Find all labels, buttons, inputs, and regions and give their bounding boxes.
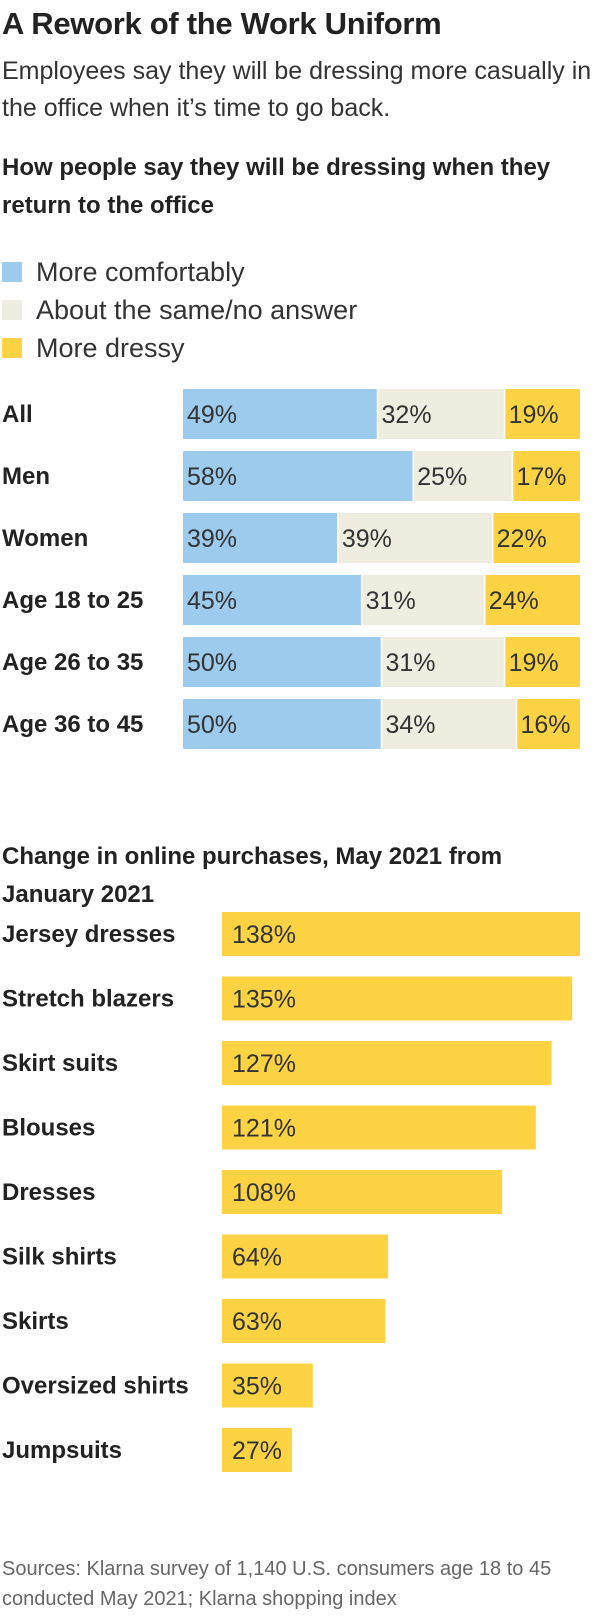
purchase-bar-silk-shirts (222, 1234, 389, 1279)
survey-data-label: 50% (187, 711, 237, 739)
survey-bar-men-dressy (512, 451, 580, 501)
legend-label-same: About the same/no answer (36, 294, 358, 325)
survey-data-label: 25% (417, 463, 467, 491)
headline: A Rework of the Work Uniform (2, 6, 442, 41)
purchase-bar-jumpsuits (222, 1428, 293, 1472)
survey-bar-age-18-to-25-comfortable (183, 575, 362, 625)
purchase-data-label: 135% (232, 986, 296, 1014)
survey-data-label: 45% (187, 587, 237, 615)
purchase-data-label: 63% (232, 1308, 282, 1336)
purchase-category-label: Jersey dresses (2, 921, 175, 948)
purchase-category-label: Oversized shirts (2, 1373, 189, 1400)
survey-data-label: 16% (520, 711, 570, 739)
survey-data-label: 39% (342, 525, 392, 553)
survey-category-label: All (2, 401, 33, 428)
legend-item-same: About the same/no answer (2, 291, 357, 329)
survey-bar-age-26-to-35-dressy (504, 637, 580, 687)
purchase-bar-skirt-suits (222, 1041, 552, 1085)
survey-category-label: Age 18 to 25 (2, 587, 143, 614)
survey-data-label: 50% (187, 649, 237, 677)
survey-data-label: 58% (187, 463, 237, 491)
survey-data-label: 34% (386, 711, 436, 739)
survey-data-label: 22% (497, 525, 547, 553)
purchase-data-label: 108% (232, 1179, 296, 1207)
survey-chart-title: How people say they will be dressing whe… (2, 154, 551, 219)
survey-data-label: 17% (517, 463, 567, 491)
subhead: Employees say they will be dressing more… (2, 57, 592, 122)
survey-data-label: 19% (509, 649, 559, 677)
survey-bar-all-dressy (504, 389, 580, 439)
survey-category-label: Men (2, 463, 50, 490)
survey-bar-men-same (413, 451, 513, 501)
survey-bar-age-36-to-45-same (381, 699, 517, 749)
survey-data-label: 32% (382, 401, 432, 429)
survey-data-label: 24% (489, 587, 539, 615)
purchase-bar-skirts (222, 1299, 386, 1343)
survey-category-label: Women (2, 525, 88, 552)
survey-bar-age-26-to-35-same (381, 637, 505, 687)
purchase-data-label: 27% (232, 1437, 282, 1465)
purchase-data-label: 121% (232, 1115, 296, 1143)
legend-label-dressy: More dressy (36, 332, 185, 363)
survey-bar-age-36-to-45-comfortable (183, 699, 382, 749)
survey-bar-all-comfortable (183, 389, 378, 439)
survey-bar-age-26-to-35-comfortable (183, 637, 382, 687)
purchase-category-label: Jumpsuits (2, 1437, 122, 1464)
survey-data-label: 31% (386, 649, 436, 677)
legend-swatch-dressy (2, 338, 22, 358)
survey-stacked-bar-chart: All 49% 32% 19% Men 58% 25% 17% Women 39% 39% 22% Ag… (2, 389, 580, 749)
purchase-data-label: 35% (232, 1373, 282, 1401)
purchase-data-label: 64% (232, 1244, 282, 1272)
survey-category-label: Age 36 to 45 (2, 711, 143, 738)
source-note: Sources: Klarna survey of 1,140 U.S. con… (2, 1558, 552, 1610)
survey-legend: More comfortably About the same/no answe… (2, 253, 357, 367)
survey-data-label: 19% (509, 401, 559, 429)
purchase-data-label: 138% (232, 921, 296, 949)
purchase-bar-jersey-dresses (222, 912, 580, 956)
purchase-bar-dresses (222, 1170, 503, 1214)
legend-item-dressy: More dressy (2, 329, 357, 367)
purchases-bar-chart: Jersey dresses 138% Stretch blazers 135% Ski… (2, 912, 580, 1472)
purchase-bar-oversized-shirts (222, 1363, 313, 1408)
survey-data-label: 49% (187, 401, 237, 429)
survey-bar-women-comfortable (183, 513, 338, 563)
purchase-category-label: Skirt suits (2, 1050, 118, 1077)
survey-bar-age-18-to-25-dressy (484, 575, 580, 625)
purchase-data-label: 127% (232, 1050, 296, 1078)
purchases-chart-title: Change in online purchases, May 2021 fro… (2, 843, 503, 908)
survey-bar-women-same (337, 513, 493, 563)
survey-bar-age-18-to-25-same (361, 575, 485, 625)
legend-swatch-same (2, 300, 22, 320)
survey-bar-all-same (377, 389, 505, 439)
legend-swatch-comfortable (2, 262, 22, 282)
purchase-category-label: Blouses (2, 1115, 95, 1142)
purchase-category-label: Stretch blazers (2, 986, 174, 1013)
survey-data-label: 31% (366, 587, 416, 615)
purchase-category-label: Silk shirts (2, 1244, 117, 1271)
purchase-bar-stretch-blazers (222, 976, 573, 1021)
survey-category-label: Age 26 to 35 (2, 649, 143, 676)
survey-data-label: 39% (187, 525, 237, 553)
survey-bar-women-dressy (492, 513, 580, 563)
purchase-category-label: Skirts (2, 1308, 69, 1335)
purchase-bar-blouses (222, 1105, 536, 1150)
legend-label-comfortable: More comfortably (36, 256, 245, 287)
purchase-category-label: Dresses (2, 1179, 95, 1206)
legend-item-comfortable: More comfortably (2, 253, 357, 291)
survey-bar-age-36-to-45-dressy (516, 699, 580, 749)
survey-bar-men-comfortable (183, 451, 414, 501)
